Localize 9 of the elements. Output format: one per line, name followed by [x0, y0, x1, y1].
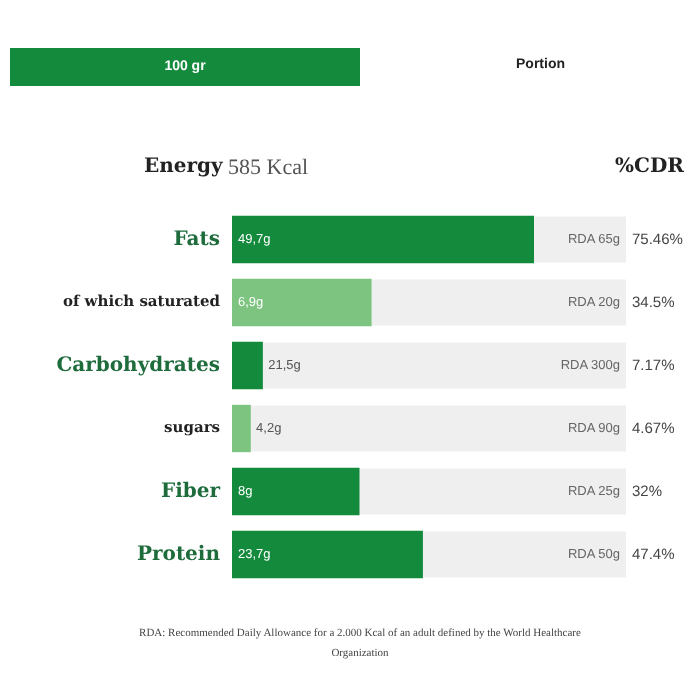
text: Energy	[144, 156, 223, 178]
y-tick-label: Protein	[136, 543, 222, 566]
text: 585 Kcal	[228, 156, 309, 180]
y-tick-label: Fats	[173, 228, 221, 251]
bar	[232, 341, 263, 390]
y-tick-label: Fiber	[160, 480, 222, 503]
bar	[232, 404, 251, 453]
y-tick-label: Carbohydrates	[56, 354, 221, 377]
text: %CDR	[615, 156, 684, 178]
